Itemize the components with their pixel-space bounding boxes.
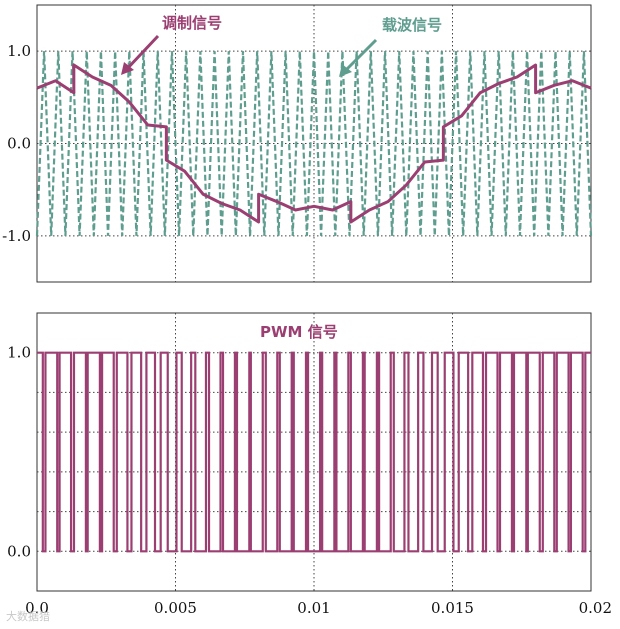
modulating-line (36, 63, 592, 224)
bottom-y-tick-label: 1.0 (7, 344, 31, 362)
x-tick-labels: 0.0 0.005 0.01 0.015 0.02 (25, 599, 612, 617)
bottom-plot-frame (36, 312, 592, 592)
x-tick-label: 0.02 (579, 599, 612, 617)
annotation-pwm-signal: PWM 信号 (260, 323, 338, 341)
top-y-tick-label: 1.0 (7, 42, 31, 60)
bottom-y-tick-label: 0.0 (7, 542, 31, 560)
annotation-carrier-signal: 载波信号 (382, 16, 442, 34)
top-grid (37, 5, 591, 282)
carrier-line (35, 51, 593, 236)
pwm-signal (37, 351, 591, 553)
arrow-carrier-icon (339, 38, 378, 77)
x-tick-label: 0.005 (154, 599, 197, 617)
top-y-tick-label: -1.0 (2, 227, 31, 245)
modulating-signal (36, 63, 592, 224)
bottom-panel: 0.0 1.0 0.0 0.005 0.01 0.015 0.02 PWM 信号 (7, 312, 612, 617)
arrow-modulating-icon (121, 34, 160, 75)
x-tick-label: 0.01 (297, 599, 330, 617)
x-tick-label: 0.015 (431, 599, 474, 617)
top-y-tick-label: 0.0 (7, 135, 31, 153)
x-tick-label: 0.0 (25, 599, 49, 617)
top-panel: -1.0 0.0 1.0 调制信号 载波信号 (2, 4, 593, 283)
top-y-tick-labels: -1.0 0.0 1.0 (2, 42, 31, 245)
carrier-signal (35, 51, 593, 236)
watermark: 大数据猎 (6, 609, 50, 623)
pwm-line (37, 351, 591, 553)
bottom-y-tick-labels: 0.0 1.0 (7, 344, 31, 561)
annotation-modulating-signal: 调制信号 (162, 14, 222, 32)
